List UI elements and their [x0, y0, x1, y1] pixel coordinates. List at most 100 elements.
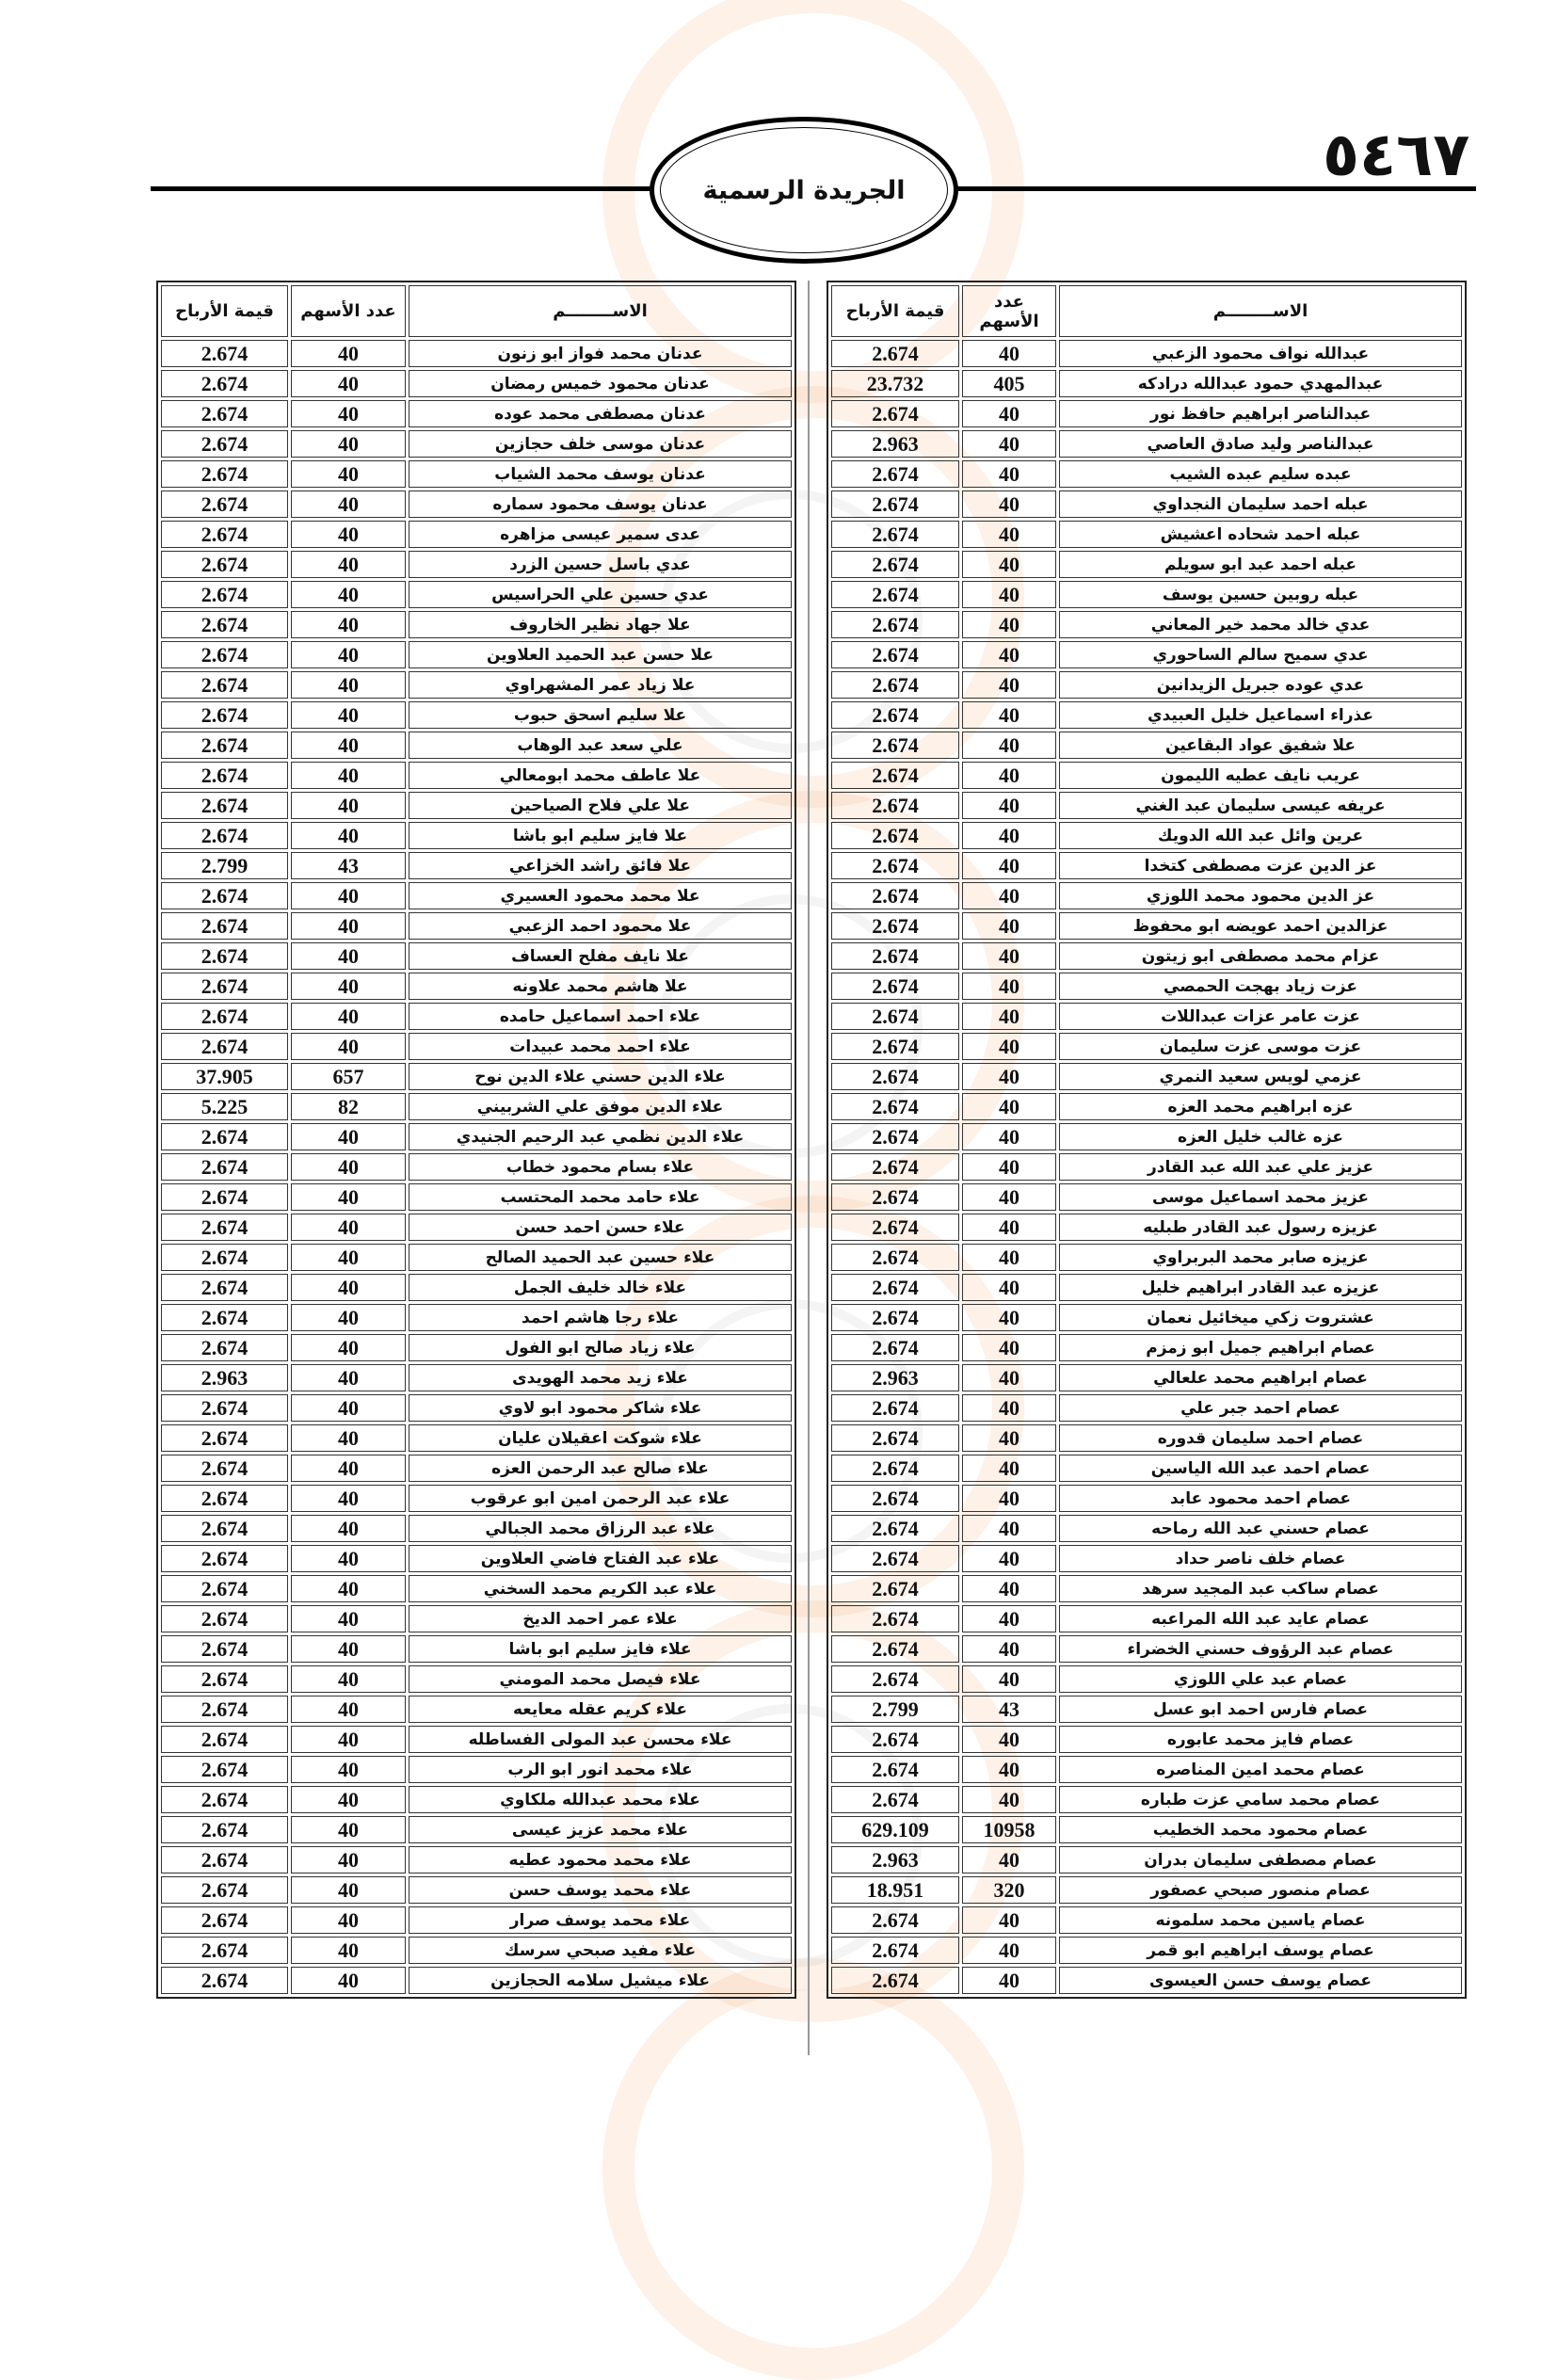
name-cell: عذراء اسماعيل خليل العبيدي: [1059, 701, 1462, 729]
dividends-cell: 2.674: [831, 1304, 959, 1331]
dividends-cell: 2.674: [161, 400, 288, 427]
table-row: 2.674 40 علاء عمر احمد الديخ: [161, 1605, 792, 1632]
name-cell: علاء بسام محمود خطاب: [409, 1153, 792, 1181]
dividends-cell: 2.674: [161, 1274, 288, 1301]
shares-cell: 40: [291, 1937, 406, 1964]
shares-cell: 40: [962, 460, 1056, 488]
dividends-cell: 2.674: [161, 1153, 288, 1181]
dividends-cell: 2.674: [831, 1635, 959, 1663]
shares-cell: 40: [962, 1304, 1056, 1331]
table-row: 2.674 40 عصام احمد جبر علي: [831, 1394, 1462, 1422]
dividends-cell: 2.674: [831, 1575, 959, 1602]
shares-cell: 40: [962, 762, 1056, 789]
table-row: 2.674 40 عصام احمد محمود عابد: [831, 1485, 1462, 1512]
table-row: 23.732 405 عبدالمهدي حمود عبدالله درادكه: [831, 370, 1462, 397]
table-row: 2.674 40 عصام عايد عبد الله المراعبه: [831, 1605, 1462, 1632]
name-cell: علا عاطف محمد ابومعالي: [409, 762, 792, 789]
name-cell: عبله احمد عبد ابو سويلم: [1059, 551, 1462, 578]
shares-cell: 40: [962, 490, 1056, 518]
shares-cell: 40: [962, 340, 1056, 367]
gazette-title-oval: الجريدة الرسمية: [650, 117, 958, 264]
table-row: 2.674 40 عزه غالب خليل العزه: [831, 1123, 1462, 1150]
shares-cell: 40: [291, 1033, 406, 1060]
shares-cell: 40: [291, 1183, 406, 1211]
table-row: 2.674 40 عز الدين عزت مصطفى كتخدا: [831, 852, 1462, 879]
dividends-cell: 2.674: [831, 1605, 959, 1632]
table-row: 2.674 40 عصام حسني عبد الله رماحه: [831, 1515, 1462, 1542]
name-cell: علاء زياد صالح ابو الفول: [409, 1334, 792, 1361]
shares-cell: 40: [291, 1605, 406, 1632]
name-cell: علاء حسن احمد حسن: [409, 1214, 792, 1241]
table-row: 2.674 40 عبده سليم عبده الشيب: [831, 460, 1462, 488]
header-name: الاســــــــم: [1059, 285, 1462, 337]
dividends-cell: 2.674: [161, 1545, 288, 1572]
shares-cell: 40: [962, 912, 1056, 940]
dividends-cell: 2.674: [831, 641, 959, 668]
name-cell: عصام محمد امين المناصره: [1059, 1756, 1462, 1783]
name-cell: عدي سميح سالم الساحوري: [1059, 641, 1462, 668]
table-row: 2.674 40 علاء فيصل محمد المومني: [161, 1665, 792, 1693]
table-row: 2.674 40 علاء احمد اسماعيل حامده: [161, 1003, 792, 1030]
dividends-cell: 2.674: [161, 430, 288, 458]
table-row: 2.674 40 عدنان يوسف محمود سماره: [161, 490, 792, 518]
table-row: 2.674 40 علاء حامد محمد المحتسب: [161, 1183, 792, 1211]
name-cell: علاء مفيد صبحي سرسك: [409, 1937, 792, 1964]
dividends-cell: 2.674: [161, 1183, 288, 1211]
dividends-cell: 2.799: [161, 852, 288, 879]
dividends-cell: 2.674: [161, 1726, 288, 1753]
table-row: 2.674 40 علاء صالح عبد الرحمن العزه: [161, 1455, 792, 1482]
table-row: 2.963 40 عصام ابراهيم محمد علعالي: [831, 1364, 1462, 1391]
table-row: 2.674 40 عصام ساكب عبد المجيد سرهد: [831, 1575, 1462, 1602]
shares-cell: 40: [962, 671, 1056, 699]
shares-cell: 40: [962, 701, 1056, 729]
name-cell: علاء محسن عبد المولى الفساطله: [409, 1726, 792, 1753]
shares-cell: 40: [291, 1304, 406, 1331]
table-row: 2.674 40 عزت زياد بهجت الحمصي: [831, 973, 1462, 1000]
shares-cell: 40: [962, 882, 1056, 909]
dividends-cell: 2.674: [831, 1063, 959, 1090]
name-cell: علا فائق راشد الخزاعي: [409, 852, 792, 879]
name-cell: عدنان مصطفى محمد عوده: [409, 400, 792, 427]
dividends-cell: 2.674: [161, 1123, 288, 1150]
name-cell: علاء محمد محمود عطيه: [409, 1846, 792, 1873]
table-row: 2.674 40 علاء عبد الرحمن امين ابو عرقوب: [161, 1485, 792, 1512]
table-row: 2.674 40 علا نايف مفلح العساف: [161, 942, 792, 970]
table-row: 2.674 40 علا فايز سليم ابو باشا: [161, 822, 792, 849]
table-row: 2.674 40 عزيز علي عبد الله عبد القادر: [831, 1153, 1462, 1181]
name-cell: علاء عبد الكريم محمد السخني: [409, 1575, 792, 1602]
name-cell: عصام ابراهيم محمد علعالي: [1059, 1364, 1462, 1391]
shares-cell: 40: [291, 1696, 406, 1723]
header-shares: عدد الأسهم: [962, 285, 1056, 337]
dividends-cell: 2.674: [161, 1575, 288, 1602]
dividends-cell: 2.674: [161, 732, 288, 759]
name-cell: علاء زيد محمد الهويدى: [409, 1364, 792, 1391]
table-row: 2.674 40 علا علي فلاح الصياحين: [161, 792, 792, 819]
name-cell: عدى سمير عيسى مزاهره: [409, 521, 792, 548]
name-cell: عدنان يوسف محمود سماره: [409, 490, 792, 518]
table-row: 2.674 40 عبله احمد عبد ابو سويلم: [831, 551, 1462, 578]
shares-cell: 40: [291, 1214, 406, 1241]
name-cell: عدنان محمود خميس رمضان: [409, 370, 792, 397]
shares-cell: 40: [291, 882, 406, 909]
table-row: 2.674 40 علا محمود احمد الزعبي: [161, 912, 792, 940]
shares-cell: 40: [962, 1274, 1056, 1301]
shares-cell: 40: [962, 1093, 1056, 1120]
table-row: 2.674 40 عدى سمير عيسى مزاهره: [161, 521, 792, 548]
name-cell: عصام فايز محمد عابوره: [1059, 1726, 1462, 1753]
dividends-cell: 2.674: [831, 852, 959, 879]
shares-cell: 40: [291, 430, 406, 458]
shares-cell: 40: [962, 641, 1056, 668]
table-row: 2.674 40 علاء مفيد صبحي سرسك: [161, 1937, 792, 1964]
table-row: 2.674 40 علاء محمد محمود عطيه: [161, 1846, 792, 1873]
name-cell: عصام منصور صبحي عصفور: [1059, 1876, 1462, 1904]
name-cell: علاء محمد يوسف حسن: [409, 1876, 792, 1904]
dividends-cell: 2.674: [831, 551, 959, 578]
table-row: 18.951 320 عصام منصور صبحي عصفور: [831, 1876, 1462, 1904]
table-row: 2.674 40 علاء محسن عبد المولى الفساطله: [161, 1726, 792, 1753]
name-cell: علاء حامد محمد المحتسب: [409, 1183, 792, 1211]
table-row: 2.674 40 علا شفيق عواد البقاعين: [831, 732, 1462, 759]
dividends-cell: 2.674: [161, 1304, 288, 1331]
name-cell: عزه ابراهيم محمد العزه: [1059, 1093, 1462, 1120]
dividends-cell: 2.674: [161, 1605, 288, 1632]
dividends-cell: 2.674: [161, 581, 288, 608]
